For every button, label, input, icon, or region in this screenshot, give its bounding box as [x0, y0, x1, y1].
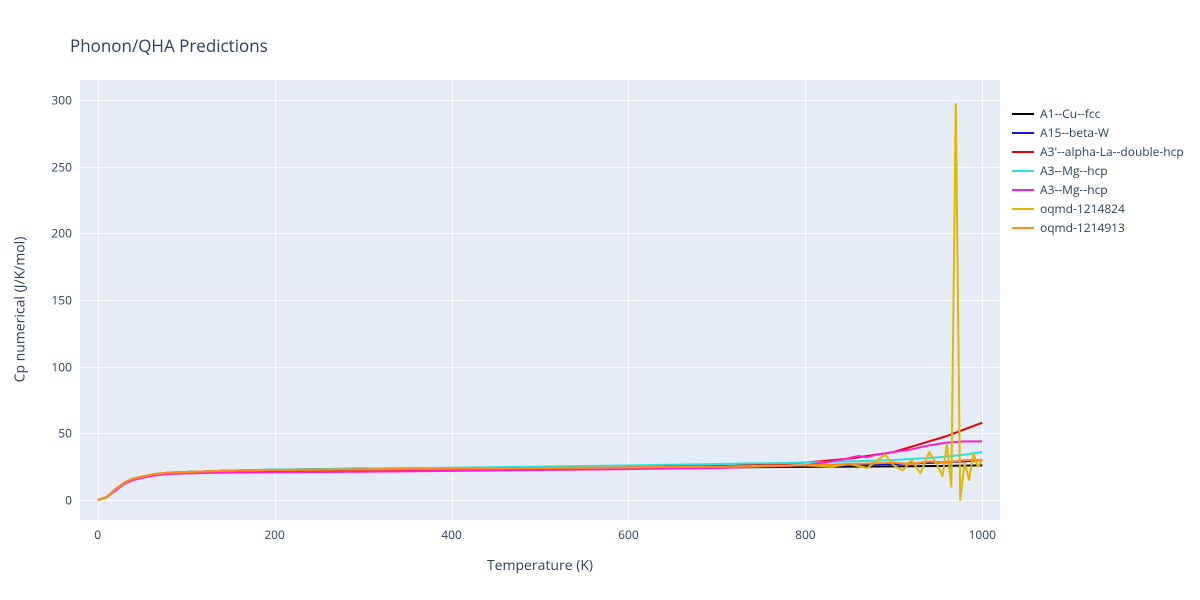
legend-item[interactable]: A1--Cu--fcc: [1012, 104, 1184, 123]
x-axis-label: Temperature (K): [487, 556, 593, 575]
x-tick-label: 200: [264, 526, 285, 543]
legend-label: A3'--alpha-La--double-hcp: [1040, 143, 1184, 160]
chart-title: Phonon/QHA Predictions: [70, 34, 268, 57]
legend-swatch: [1012, 227, 1034, 229]
x-tick-label: 800: [795, 526, 816, 543]
legend-item[interactable]: oqmd-1214913: [1012, 218, 1184, 237]
y-tick-label: 50: [12, 425, 72, 442]
legend-swatch: [1012, 151, 1034, 153]
legend-label: A1--Cu--fcc: [1040, 105, 1100, 122]
legend-swatch: [1012, 132, 1034, 134]
legend-item[interactable]: A3--Mg--hcp: [1012, 180, 1184, 199]
legend-label: A3--Mg--hcp: [1040, 162, 1108, 179]
legend: A1--Cu--fcc A15--beta-W A3'--alpha-La--dou…: [1012, 104, 1184, 237]
legend-label: oqmd-1214824: [1040, 200, 1125, 217]
legend-swatch: [1012, 208, 1034, 210]
line-layer: [80, 80, 1000, 520]
x-tick-label: 0: [94, 526, 101, 543]
legend-item[interactable]: oqmd-1214824: [1012, 199, 1184, 218]
legend-swatch: [1012, 170, 1034, 172]
plot-area: [80, 80, 1000, 520]
series-line[interactable]: [98, 104, 983, 500]
y-tick-label: 250: [12, 158, 72, 175]
legend-label: oqmd-1214913: [1040, 219, 1125, 236]
legend-swatch: [1012, 189, 1034, 191]
y-tick-label: 300: [12, 92, 72, 109]
x-tick-label: 1000: [969, 526, 996, 543]
x-tick-label: 600: [618, 526, 639, 543]
legend-item[interactable]: A3'--alpha-La--double-hcp: [1012, 142, 1184, 161]
y-tick-label: 0: [12, 492, 72, 509]
legend-item[interactable]: A3--Mg--hcp: [1012, 161, 1184, 180]
legend-label: A15--beta-W: [1040, 124, 1109, 141]
legend-item[interactable]: A15--beta-W: [1012, 123, 1184, 142]
x-tick-label: 400: [441, 526, 462, 543]
legend-label: A3--Mg--hcp: [1040, 181, 1108, 198]
y-axis-label: Cp numerical (J/K/mol): [11, 237, 30, 383]
legend-swatch: [1012, 113, 1034, 115]
